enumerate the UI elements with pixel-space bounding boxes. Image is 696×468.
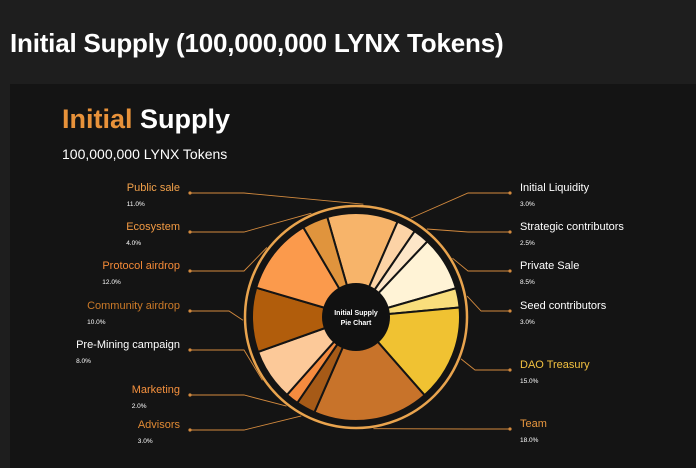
page-heading: Initial Supply (100,000,000 LYNX Tokens) [10,28,504,58]
chart-title-rest: Supply [140,104,231,134]
leader-dot-dao-treasury [508,368,512,372]
slice-label-dao-treasury: DAO Treasury [520,359,590,371]
leader-line-seed-contributors [466,295,510,312]
leader-dot-community-airdrop [188,309,192,313]
slice-value-marketing: 2.0% [132,403,147,410]
slice-value-dao-treasury: 15.0% [520,378,539,385]
center-label-line1: Initial Supply [334,310,378,317]
leader-dot-marketing [188,393,192,397]
leader-line-private-sale [452,257,510,272]
leader-line-advisors [190,415,302,431]
leader-dot-private-sale [508,269,512,273]
slice-value-private-sale: 8.5% [520,279,535,286]
leader-line-pre-mining-campaign [190,349,263,381]
leader-line-strategic-contributors [426,228,510,233]
leader-dot-advisors [188,428,192,432]
slice-label-public-sale: Public sale [127,182,180,194]
leader-line-dao-treasury [460,358,510,371]
slice-value-team: 18.0% [520,437,539,444]
leader-lines [188,191,512,432]
slice-label-private-sale: Private Sale [520,260,579,272]
leader-line-community-airdrop [190,310,244,321]
pie-slice-team [313,315,426,422]
slice-label-pre-mining-campaign: Pre-Mining campaign [76,339,180,351]
slice-label-ecosystem: Ecosystem [126,221,180,233]
slice-value-advisors: 3.0% [138,438,153,445]
leader-dot-seed-contributors [508,309,512,313]
leader-line-marketing [190,394,287,407]
slice-label-community-airdrop: Community airdrop [87,300,180,312]
slice-value-strategic-contributors: 2.5% [520,240,535,247]
slice-label-advisors: Advisors [138,419,181,431]
leader-dot-public-sale [188,191,192,195]
slice-value-pre-mining-campaign: 8.0% [76,358,91,365]
slice-value-initial-liquidity: 3.0% [520,201,535,208]
slice-value-community-airdrop: 10.0% [87,319,106,326]
leader-line-initial-liquidity [410,192,510,219]
leader-line-public-sale [190,192,364,205]
leader-dot-strategic-contributors [508,230,512,234]
slice-label-strategic-contributors: Strategic contributors [520,221,624,233]
chart-subtitle: 100,000,000 LYNX Tokens [62,146,228,162]
chart-title: Initial Supply [62,104,230,135]
slice-value-ecosystem: 4.0% [126,240,141,247]
leader-dot-ecosystem [188,230,192,234]
slice-value-protocol-airdrop: 12.0% [102,279,121,286]
slice-labels: Public sale 11.0% Initial Liquidity 3.0% Str… [76,182,624,445]
slice-label-protocol-airdrop: Protocol airdrop [102,260,180,272]
slice-label-marketing: Marketing [132,384,180,396]
center-label-line2: Pie Chart [341,320,372,327]
leader-dot-initial-liquidity [508,191,512,195]
outer-ring [243,204,469,430]
chart-title-accent: Initial [62,104,133,134]
slice-value-public-sale: 11.0% [127,201,145,208]
center-hole [322,283,390,351]
pie-chart: Initial Supply Pie Chart Public sale 11.0… [76,182,624,445]
leader-line-protocol-airdrop [190,247,268,272]
leader-dot-protocol-airdrop [188,269,192,273]
slice-label-seed-contributors: Seed contributors [520,300,607,312]
leader-dot-team [508,427,512,431]
pie-slice-public-sale [326,212,399,320]
slice-label-initial-liquidity: Initial Liquidity [520,182,590,194]
slice-label-team: Team [520,418,547,430]
slice-value-seed-contributors: 3.0% [520,319,535,326]
leader-dot-pre-mining-campaign [188,348,192,352]
leader-line-ecosystem [190,212,312,233]
chart-card: Initial Supply 100,000,000 LYNX Tokens I… [10,84,696,468]
